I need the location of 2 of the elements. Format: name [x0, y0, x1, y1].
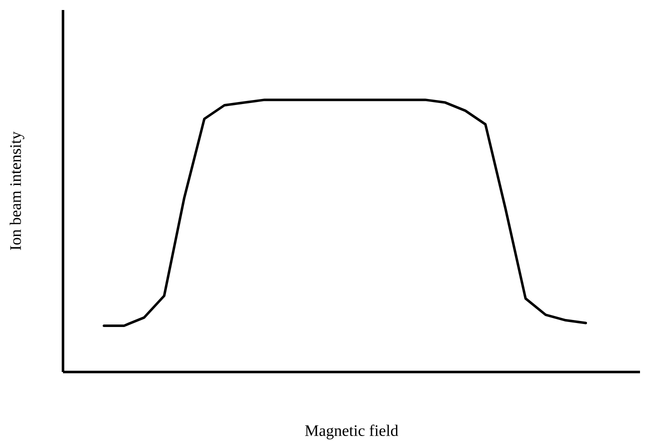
- y-axis-title: Ion beam intensity: [10, 132, 24, 250]
- x-axis-title: Magnetic field: [305, 424, 398, 440]
